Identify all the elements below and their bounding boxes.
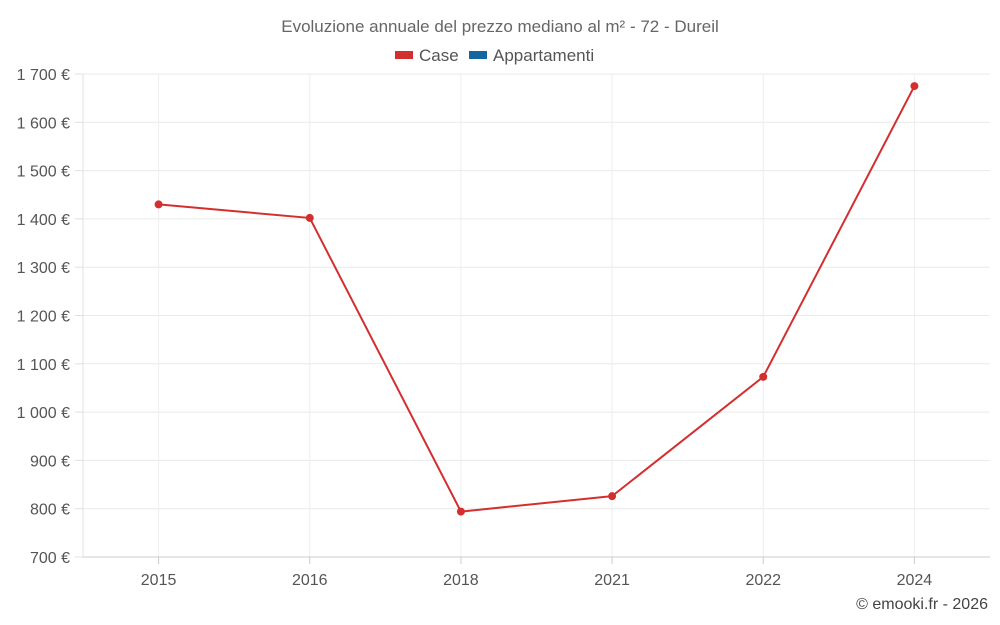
y-tick-label: 1 600 € <box>17 115 70 132</box>
y-tick-label: 700 € <box>30 550 70 567</box>
x-axis-ticks: 2015 2016 2018 2021 2022 2024 <box>141 557 933 589</box>
x-tick-label: 2016 <box>292 572 328 589</box>
x-tick-label: 2018 <box>443 572 479 589</box>
grid <box>82 73 990 558</box>
data-point-case-2021[interactable] <box>608 492 617 501</box>
legend-label-case: Case <box>419 46 459 65</box>
y-tick-label: 1 000 € <box>17 405 70 422</box>
x-tick-label: 2022 <box>745 572 781 589</box>
legend-swatch-appartamenti <box>469 51 487 59</box>
y-tick-label: 800 € <box>30 502 70 519</box>
y-axis-ticks: 700 € 800 € 900 € 1 000 € 1 100 € 1 200 € 1 30… <box>17 67 83 567</box>
y-tick-label: 1 100 € <box>17 357 70 374</box>
legend: Case Appartamenti <box>395 46 594 65</box>
x-tick-label: 2015 <box>141 572 177 589</box>
y-tick-label: 1 400 € <box>17 212 70 229</box>
legend-item-appartamenti[interactable]: Appartamenti <box>469 46 594 65</box>
data-point-case-2018[interactable] <box>456 507 465 516</box>
y-tick-label: 1 200 € <box>17 309 70 326</box>
legend-label-appartamenti: Appartamenti <box>493 46 594 65</box>
y-tick-label: 1 700 € <box>17 67 70 84</box>
series-line-case <box>158 85 916 513</box>
data-point-case-2016[interactable] <box>305 213 314 222</box>
legend-swatch-case <box>395 51 413 59</box>
credit-text: © emooki.fr - 2026 <box>856 596 988 613</box>
series <box>154 82 919 516</box>
y-tick-label: 1 300 € <box>17 260 70 277</box>
data-point-case-2024[interactable] <box>910 82 919 91</box>
data-point-case-2015[interactable] <box>154 200 163 209</box>
x-tick-label: 2024 <box>897 572 933 589</box>
y-tick-label: 900 € <box>30 453 70 470</box>
x-tick-label: 2021 <box>594 572 630 589</box>
legend-item-case[interactable]: Case <box>395 46 459 65</box>
data-point-case-2022[interactable] <box>759 372 768 381</box>
chart-title: Evoluzione annuale del prezzo mediano al… <box>281 17 719 36</box>
y-tick-label: 1 500 € <box>17 164 70 181</box>
